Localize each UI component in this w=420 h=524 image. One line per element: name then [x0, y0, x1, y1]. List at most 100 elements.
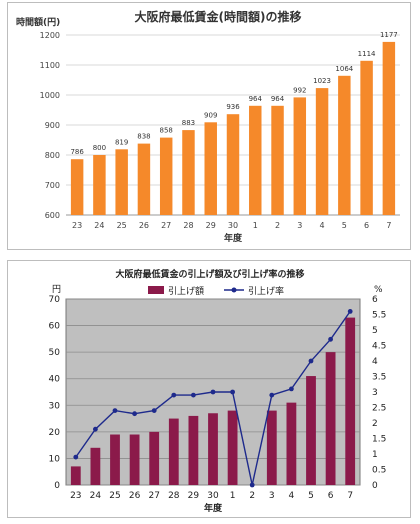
- y-right-tick-label: 0.5: [372, 466, 386, 476]
- bar: [306, 376, 316, 485]
- data-label: 964: [249, 95, 263, 103]
- y-right-tick-label: 5: [372, 326, 378, 336]
- x-axis-label: 年度: [204, 502, 223, 514]
- data-label: 858: [160, 127, 173, 135]
- x-tick-label: 30: [207, 491, 219, 501]
- x-tick-label: 5: [308, 491, 314, 501]
- y-left-tick-label: 60: [49, 322, 61, 332]
- data-label: 1023: [313, 77, 331, 85]
- y-left-axis-label: 円: [52, 284, 61, 295]
- y-left-tick-label: 50: [49, 348, 61, 358]
- x-tick-label: 25: [109, 491, 120, 501]
- bar: [90, 447, 101, 485]
- rate-point: [73, 454, 79, 460]
- rate-point: [308, 358, 314, 364]
- bar: [93, 155, 106, 215]
- x-tick-label: 5: [342, 221, 347, 230]
- wage-chart-panel: 大阪府最低賃金(時間額)の推移 時間額(円) 600 700 800 900 1000 110…: [7, 2, 411, 250]
- x-tick-label: 29: [206, 221, 216, 230]
- rate-point: [112, 408, 118, 413]
- y-right-tick-label: 2.5: [372, 404, 386, 414]
- x-axis-label: 年度: [224, 232, 243, 244]
- rate-point: [210, 389, 216, 395]
- x-tick-label: 27: [161, 221, 171, 230]
- y-tick-label: 600: [45, 211, 60, 220]
- bar: [345, 317, 356, 485]
- increase-chart-panel: 大阪府最低賃金の引上げ額及び引上げ率の推移 引上げ額 引上げ率 0 10 20 30 40 50…: [7, 260, 411, 518]
- rate-point: [132, 411, 137, 417]
- y-right-tick-label: 0: [372, 481, 378, 491]
- x-tick-label: 7: [347, 491, 353, 501]
- legend-swatch-bar: [148, 286, 164, 294]
- bar: [182, 130, 195, 215]
- x-tick-label: 30: [228, 221, 238, 230]
- bar: [110, 434, 120, 485]
- data-label: 1114: [358, 50, 376, 58]
- x-tick-label: 23: [70, 491, 81, 501]
- x-tick-label: 1: [253, 221, 258, 230]
- x-tick-label: 28: [168, 491, 180, 501]
- bar: [293, 97, 307, 215]
- x-tick-label: 24: [90, 491, 102, 501]
- y-left-tick-label: 20: [49, 428, 61, 438]
- x-tick-label: 25: [117, 221, 127, 230]
- bar: [159, 137, 173, 215]
- rate-point: [230, 389, 236, 395]
- y-right-tick-label: 1: [372, 450, 378, 460]
- y-right-tick-label: 3.5: [372, 373, 386, 383]
- legend-label: 引上げ率: [248, 285, 284, 297]
- x-tick-label: 7: [386, 221, 391, 230]
- x-tick-label: 4: [320, 221, 325, 230]
- y-tick-label: 700: [45, 181, 60, 190]
- legend-marker: [231, 287, 237, 293]
- legend-label: 引上げ額: [168, 285, 204, 297]
- x-tick-label: 6: [328, 491, 334, 501]
- y-tick-label: 900: [45, 121, 60, 130]
- y-axis-label: 時間額(円): [16, 16, 60, 28]
- rate-point: [171, 392, 177, 398]
- rate-point: [249, 482, 255, 488]
- rate-point: [347, 309, 353, 314]
- bar: [208, 413, 218, 485]
- y-left-tick-label: 40: [49, 375, 61, 385]
- data-label: 800: [93, 144, 106, 152]
- rate-point: [269, 392, 275, 398]
- x-tick-label: 26: [129, 491, 141, 501]
- bar: [115, 149, 128, 215]
- x-tick-label: 1: [230, 491, 236, 501]
- rate-point: [191, 392, 196, 398]
- bar: [325, 352, 336, 485]
- x-tick-label: 29: [188, 491, 200, 501]
- rate-point: [328, 336, 333, 342]
- data-label: 1064: [335, 65, 353, 73]
- x-tick-label: 2: [249, 491, 255, 501]
- bar: [266, 410, 277, 485]
- y-tick-label: 1200: [40, 31, 60, 40]
- y-tick-label: 800: [45, 151, 60, 160]
- x-tick-label: 4: [289, 491, 295, 501]
- bar: [168, 418, 179, 485]
- bar: [271, 105, 284, 215]
- data-label: 992: [293, 86, 306, 94]
- data-label: 838: [137, 133, 150, 141]
- y-right-tick-label: 4: [372, 357, 378, 367]
- data-label: 964: [271, 95, 285, 103]
- bar: [137, 143, 151, 215]
- data-label: 936: [226, 103, 240, 111]
- bar: [149, 431, 160, 485]
- bar: [227, 410, 238, 485]
- x-tick-label: 26: [139, 221, 149, 230]
- bar: [188, 415, 199, 485]
- bar: [129, 434, 140, 485]
- bar: [249, 105, 262, 215]
- bar: [338, 75, 351, 215]
- y-right-tick-label: 5.5: [372, 311, 386, 321]
- x-tick-label: 28: [183, 221, 193, 230]
- y-right-axis-label: %: [374, 285, 383, 295]
- bar: [70, 466, 81, 485]
- y-left-tick-label: 10: [49, 454, 61, 464]
- y-tick-label: 1000: [40, 91, 60, 100]
- bar: [70, 159, 84, 215]
- y-right-tick-label: 3: [372, 388, 378, 398]
